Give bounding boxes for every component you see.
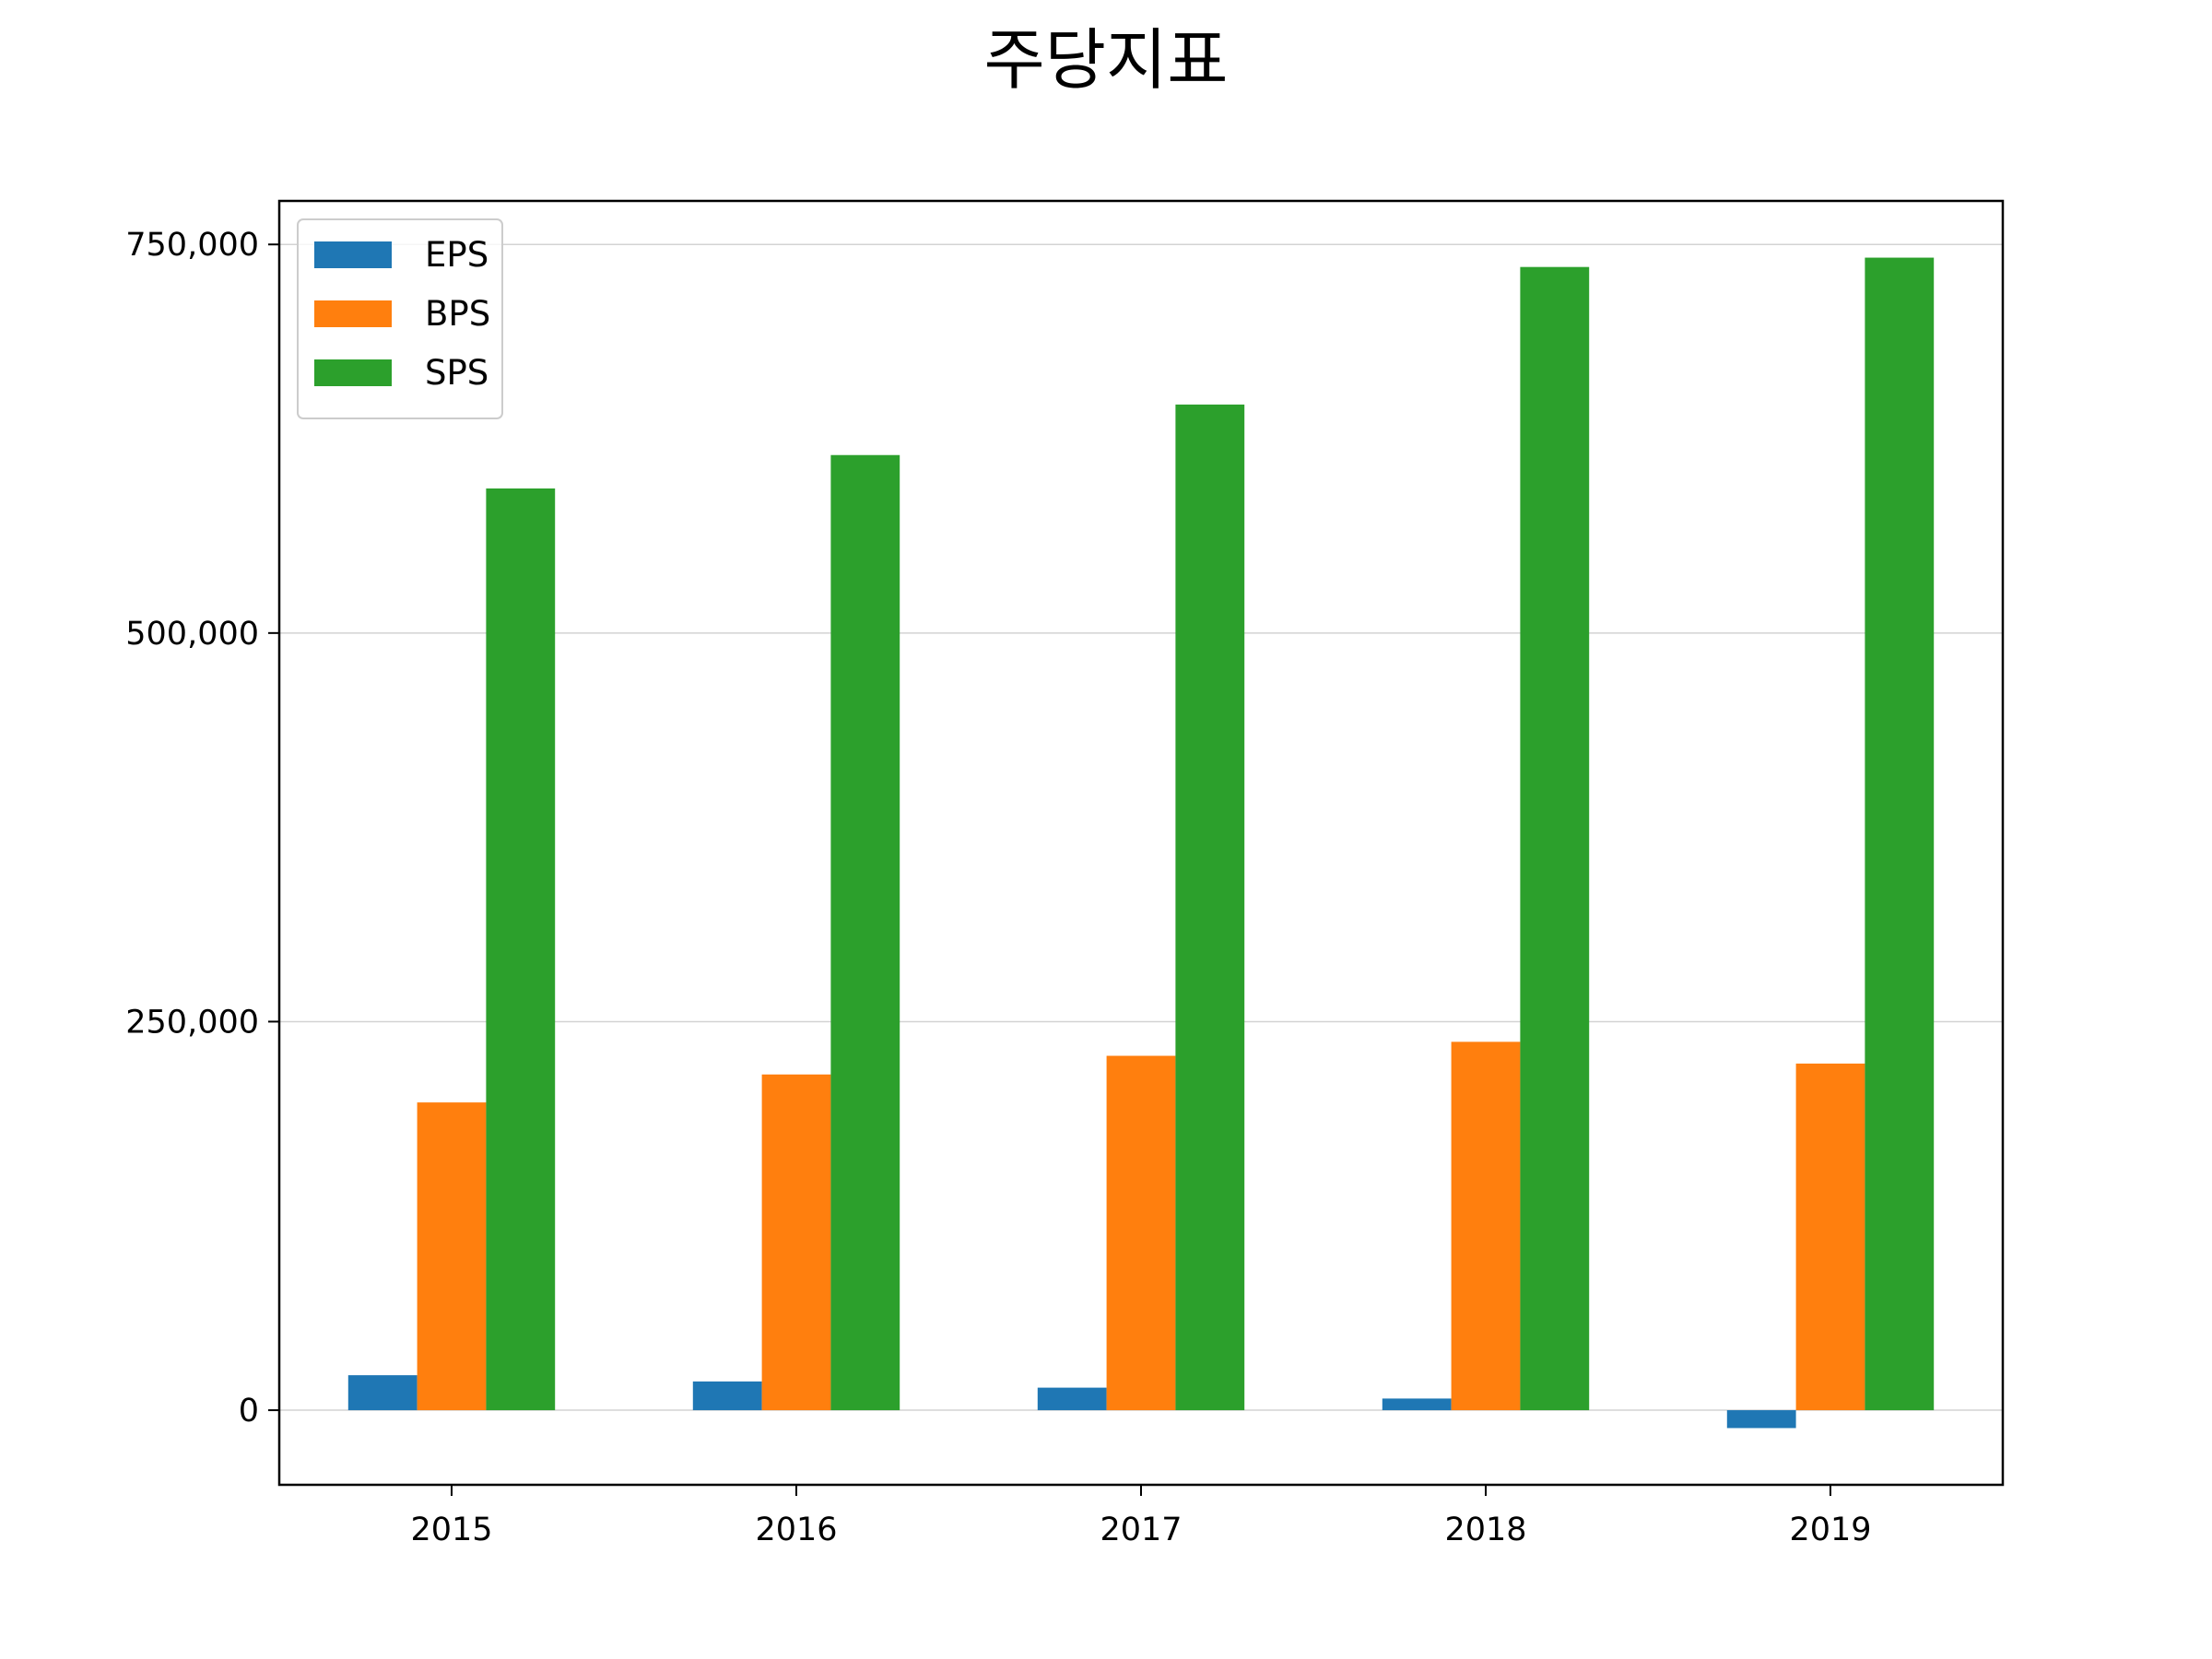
bar-bps-2016 [761,1074,831,1411]
bars [347,257,1935,1429]
bar-eps-2015 [347,1375,418,1411]
bar-eps-2017 [1037,1387,1107,1411]
legend-label-sps: SPS [425,353,488,393]
x-tick-label: 2016 [755,1512,837,1548]
bar-bps-2019 [1795,1063,1865,1411]
bar-sps-2017 [1175,404,1245,1411]
gridlines [279,243,2003,1411]
x-tick-label: 2015 [410,1512,492,1548]
x-tick-label: 2018 [1444,1512,1526,1548]
y-tick-label: 750,000 [125,227,259,264]
legend-swatch-eps [314,241,392,268]
bar-eps-2019 [1726,1410,1796,1429]
legend: EPS BPS SPS [297,218,503,419]
y-axis: 0 250,000 500,000 750,000 [125,227,279,1430]
y-tick-label: 0 [239,1393,259,1430]
bar-sps-2016 [830,454,900,1411]
bar-sps-2019 [1865,257,1935,1411]
y-tick-label: 500,000 [125,616,259,653]
legend-swatch-bps [314,300,392,327]
bar-sps-2015 [486,488,556,1411]
bar-sps-2018 [1520,266,1590,1411]
bar-bps-2017 [1106,1055,1176,1411]
bar-eps-2018 [1382,1398,1452,1411]
x-tick-label: 2019 [1789,1512,1871,1548]
y-tick-label: 250,000 [125,1004,259,1041]
bar-bps-2018 [1451,1041,1521,1411]
x-axis: 2015 2016 2017 2018 2019 [410,1485,1872,1548]
chart-title: 주당지표 [984,21,1229,99]
bar-bps-2015 [417,1102,487,1411]
legend-swatch-sps [314,359,392,386]
legend-label-eps: EPS [425,235,488,275]
legend-label-bps: BPS [425,294,490,334]
bar-eps-2016 [692,1381,762,1411]
x-tick-label: 2017 [1100,1512,1182,1548]
